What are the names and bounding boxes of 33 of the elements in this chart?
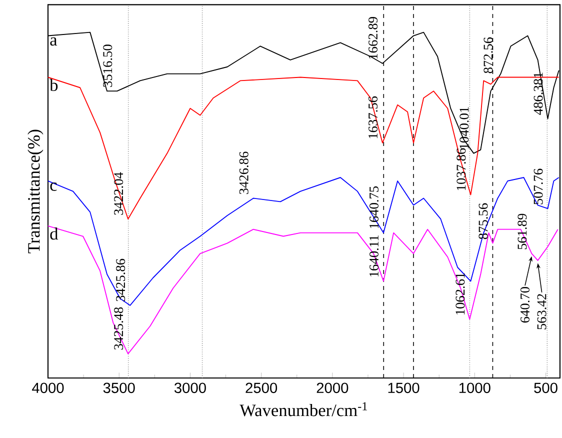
annotation: 1637.56	[368, 96, 378, 138]
x-tick-label: 3000	[174, 382, 206, 394]
x-tick-label: 2000	[316, 382, 348, 394]
annotation: 3422.04	[114, 172, 124, 215]
y-axis-title: Transmittance(%)	[28, 130, 44, 254]
annotation: 3425.86	[116, 258, 126, 302]
series-label: a	[50, 37, 58, 46]
series-label: b	[50, 78, 58, 92]
annotation: 1062.61	[456, 273, 465, 314]
annotation: 1640.11	[370, 236, 379, 276]
annotation: 563.42	[537, 294, 546, 330]
series-label: c	[50, 182, 57, 191]
annotation: 1040.01	[460, 107, 469, 149]
x-tick-label: 3500	[103, 382, 135, 394]
x-tick-label: 1500	[388, 382, 420, 394]
annotation: 3425.48	[114, 307, 124, 350]
annotation: 872.56	[484, 37, 493, 74]
x-tick-label: 500	[534, 382, 558, 394]
annotation: 1037.86	[456, 148, 466, 190]
annotation: 640.70	[520, 286, 530, 323]
annotation: 507.76	[534, 168, 543, 204]
series-label: d	[50, 227, 58, 240]
x-tick-label: 4000	[32, 382, 64, 394]
x-tick-label: 2500	[246, 382, 278, 394]
annotation: 1662.89	[368, 17, 378, 59]
x-axis-title: Wavenumber/cm$^{-1}$	[240, 402, 367, 416]
annotation: 875.56	[478, 203, 488, 240]
annotation: 486.381	[534, 72, 543, 115]
x-tick-label: 1000	[459, 382, 490, 394]
annotation: 3516.50	[103, 44, 112, 87]
annotation: 3426.86	[239, 152, 248, 194]
annotation: 1640.75	[370, 186, 379, 228]
annotation: 561.89	[518, 214, 527, 250]
